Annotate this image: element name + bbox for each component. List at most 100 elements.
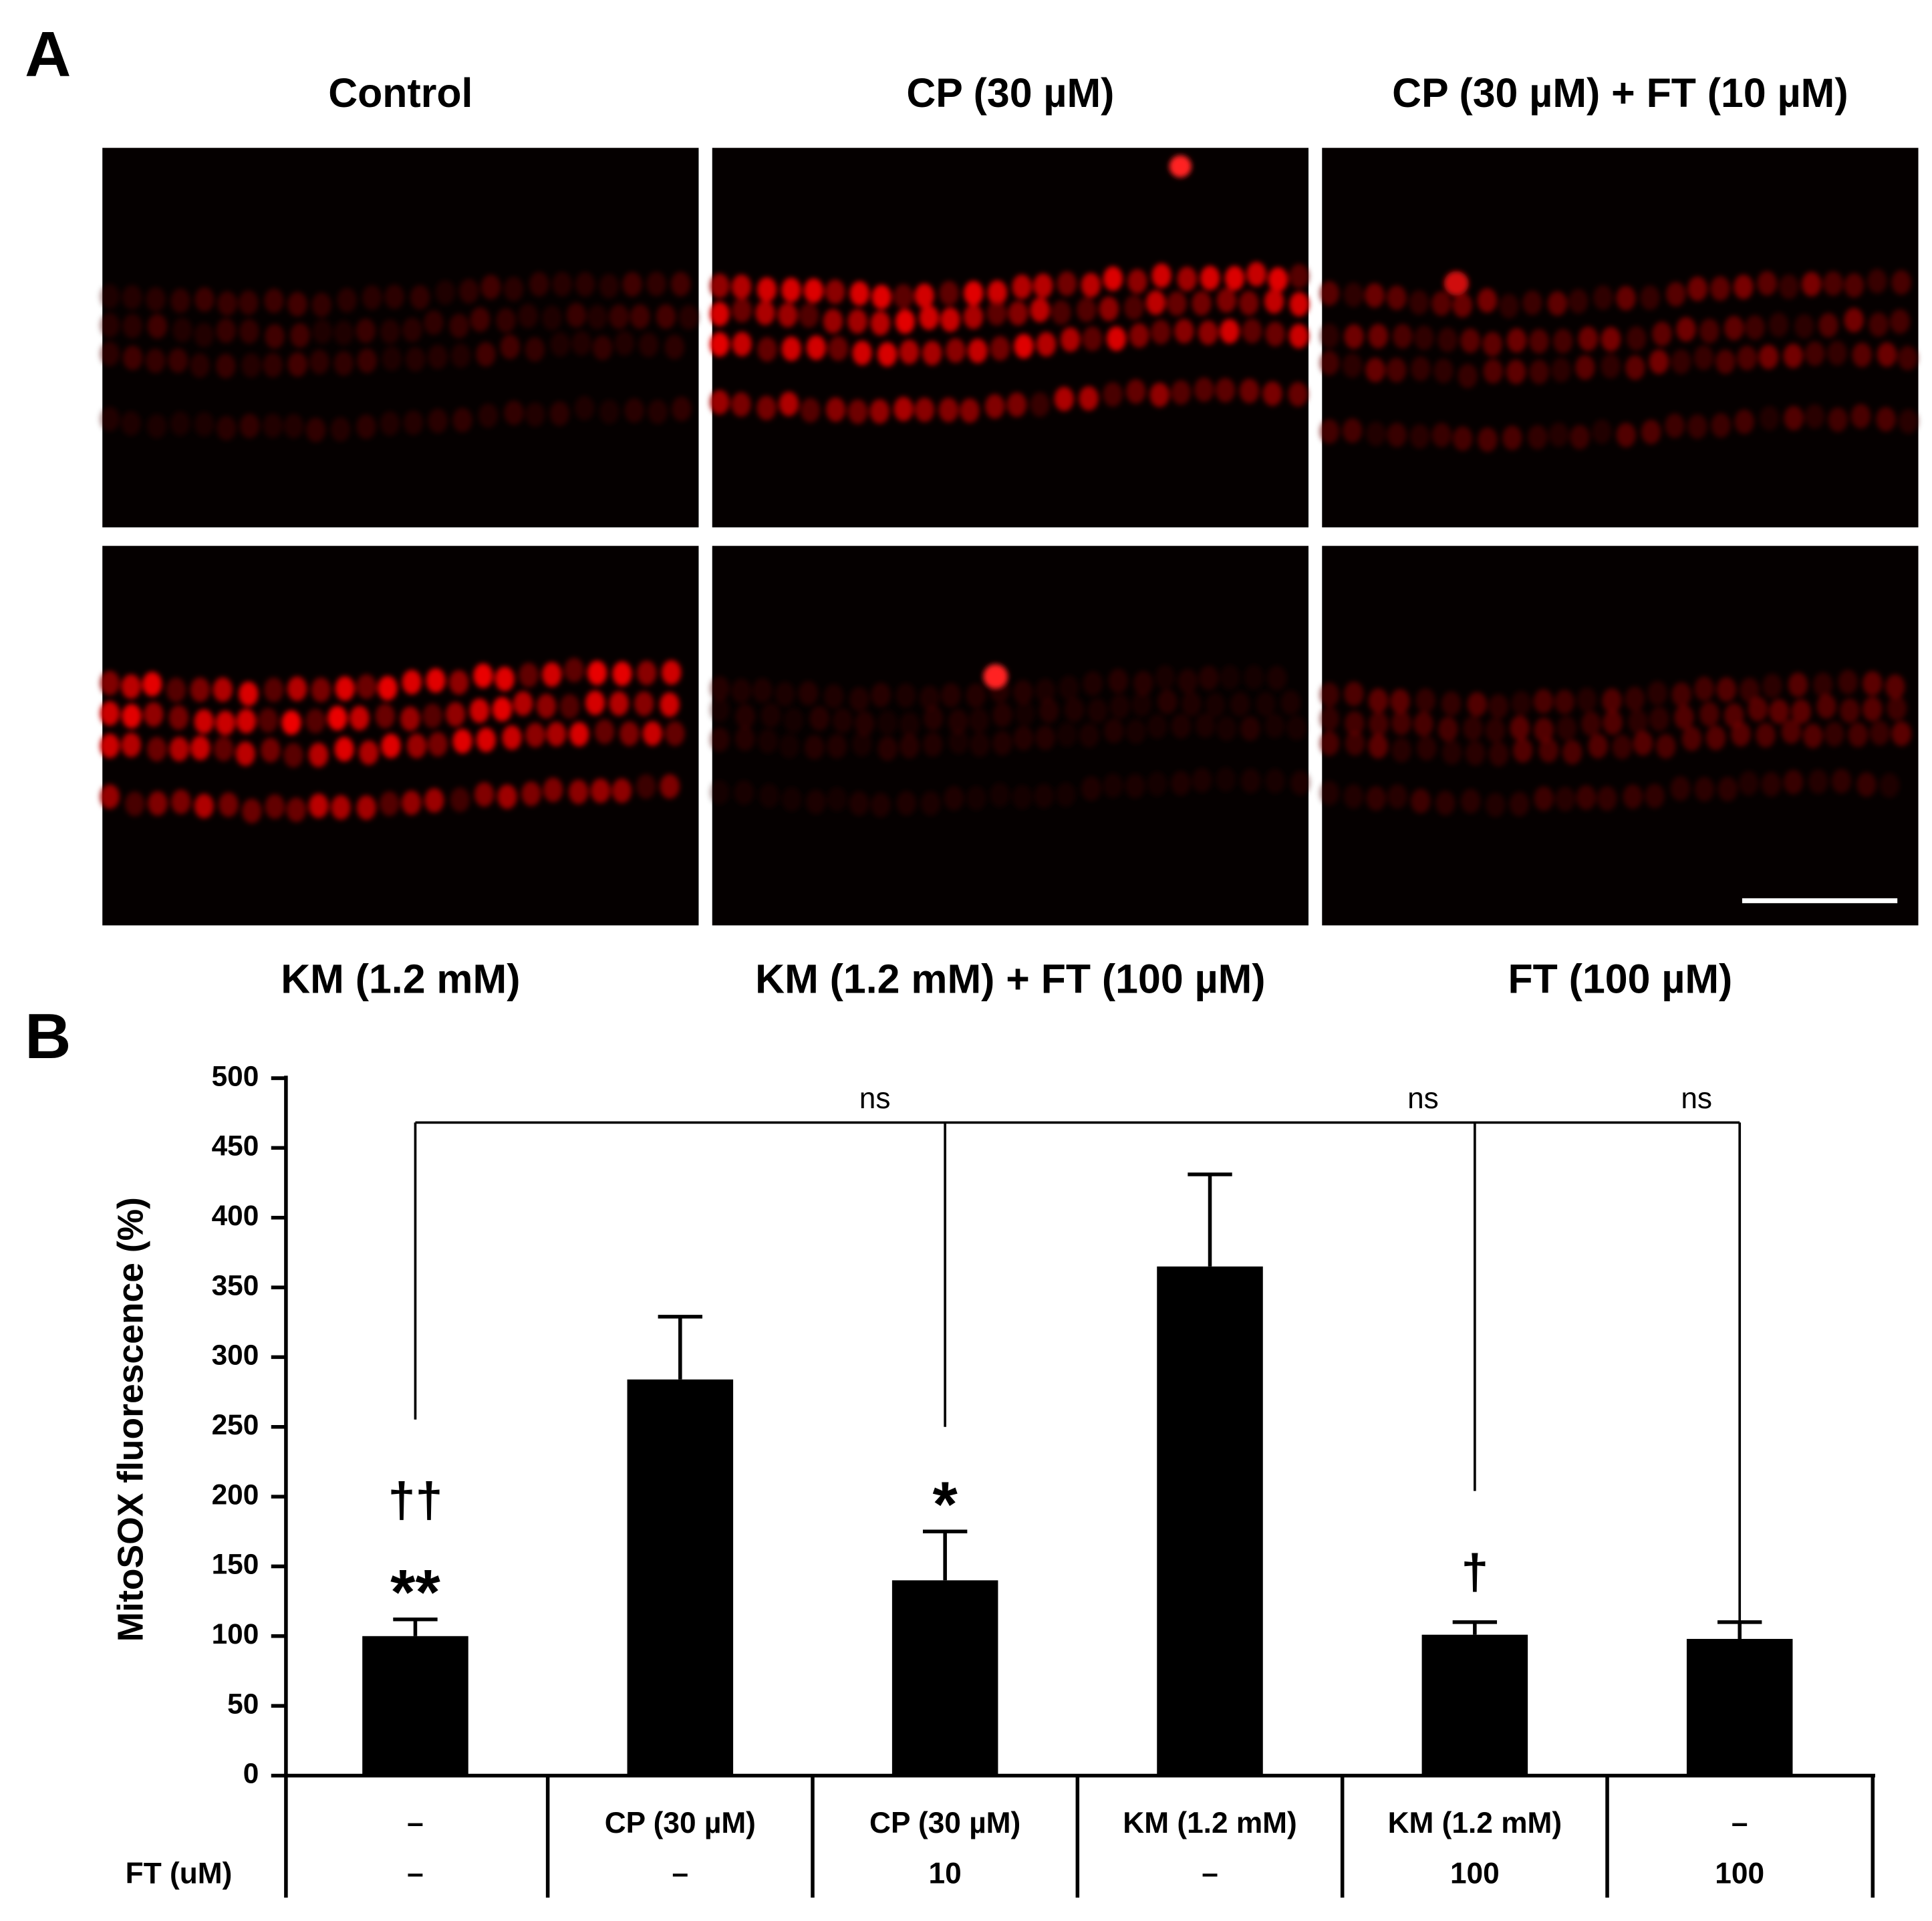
cell [1319,682,1340,707]
cell [1625,355,1645,380]
cell [1551,358,1571,382]
cell [1288,324,1309,349]
cell [1344,681,1364,707]
cell [170,411,190,436]
cell [871,682,891,708]
cell [1014,334,1034,359]
cell [1059,675,1079,700]
cell [1511,690,1532,716]
cell [194,709,214,734]
ns-label: ns [1407,1082,1439,1115]
cell [513,690,533,716]
cell [261,737,281,763]
cell [592,336,613,361]
cell [1745,315,1765,340]
cell [1529,329,1549,354]
cell [609,304,629,330]
cell [263,352,283,378]
cell [761,702,781,728]
cell [938,397,959,422]
cell [948,709,968,734]
cell [1625,686,1645,711]
cells [100,271,699,442]
cell [804,735,825,760]
cell [213,737,234,761]
cell [290,323,310,348]
cell [445,702,466,727]
cell [1289,291,1310,317]
cell [1769,699,1789,724]
cell [265,794,285,819]
cell [1033,273,1053,298]
cell [710,697,730,723]
cell [1554,689,1574,715]
cell [1802,723,1823,749]
cell [239,413,260,438]
cell [559,694,580,719]
cell [239,319,259,344]
cell [1415,688,1435,713]
cell [1738,771,1759,796]
cell [1506,359,1526,384]
cell [735,704,756,729]
cell [1761,771,1782,797]
cell [1013,726,1034,751]
cell [480,274,501,299]
cell [963,304,984,330]
image-caption: KM (1.2 mM) [281,956,520,1001]
cell [624,398,644,423]
cell [525,337,545,362]
cell [634,691,654,717]
cell [1601,354,1621,379]
cell [1387,285,1407,310]
cell [585,690,605,715]
cell [337,287,357,313]
cell [1760,406,1780,431]
cell [122,313,142,339]
cell [710,676,730,701]
bar [627,1379,734,1776]
cell [1652,322,1672,346]
cell [1224,265,1245,291]
cell [1877,342,1897,367]
cell [1862,670,1883,696]
cell [1757,271,1777,296]
cell [1762,673,1782,698]
cell [594,719,615,745]
cell [990,782,1010,807]
cell [1483,358,1503,384]
cell [1870,721,1890,746]
cell [869,399,890,424]
cell [1109,694,1130,719]
cell [1649,707,1669,732]
cell [1391,737,1411,763]
hot-spot [983,664,1008,689]
cell [809,706,829,731]
cell [1319,731,1340,756]
cell [823,309,843,334]
cell [550,332,570,357]
cell [569,722,589,747]
cell [263,677,284,702]
y-tick-label: 200 [212,1479,259,1510]
cell [1264,713,1285,739]
cell [1512,738,1533,763]
cell [1386,358,1407,383]
y-tick-label: 150 [212,1549,259,1580]
cell [1694,676,1714,701]
cell [1570,424,1590,450]
cells [710,664,1310,817]
cell [672,396,692,422]
cell [422,703,442,729]
cell [145,348,166,374]
cell [241,798,262,823]
cell [1387,422,1407,448]
cell [779,391,799,416]
cell [334,737,354,762]
cell [752,678,773,703]
cell [402,670,422,694]
cell [1034,783,1054,809]
cell [496,308,516,333]
cell [1387,784,1407,809]
